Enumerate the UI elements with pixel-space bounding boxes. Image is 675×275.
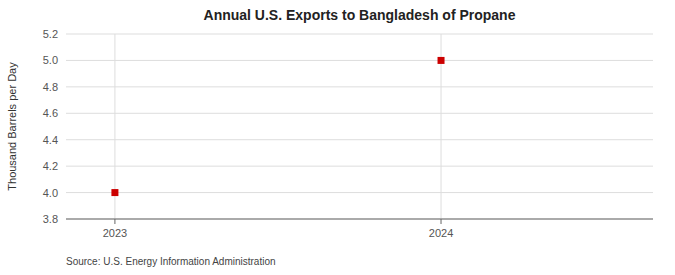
y-axis: 3.8 4.0 4.2 4.4 4.6 4.8 5.0 5.2 <box>43 28 653 225</box>
x-tick-label: 2023 <box>103 227 127 239</box>
chart-container: Annual U.S. Exports to Bangladesh of Pro… <box>0 0 675 275</box>
y-tick-label: 5.2 <box>43 28 58 40</box>
y-tick-label: 4.6 <box>43 107 58 119</box>
plot-area <box>111 57 444 196</box>
y-grid-line <box>66 60 653 61</box>
chart-title: Annual U.S. Exports to Bangladesh of Pro… <box>204 7 516 23</box>
y-tick-label: 3.8 <box>43 213 58 225</box>
y-grid-line <box>66 34 653 35</box>
y-grid-line <box>66 139 653 140</box>
source-note: Source: U.S. Energy Information Administ… <box>66 256 276 267</box>
y-tick-label: 5.0 <box>43 54 58 66</box>
y-grid-line <box>66 113 653 114</box>
x-tick <box>441 219 442 224</box>
y-tick-label: 4.0 <box>43 187 58 199</box>
y-tick-label: 4.4 <box>43 134 58 146</box>
y-grid-line <box>66 86 653 87</box>
y-tick-label: 4.8 <box>43 81 58 93</box>
y-grid-line <box>66 166 653 167</box>
x-tick <box>114 219 115 224</box>
y-axis-label: Thousand Barrels per Day <box>6 62 18 191</box>
x-axis-line <box>66 219 653 220</box>
x-axis: 2023 2024 <box>66 34 653 239</box>
y-grid-line <box>66 219 653 220</box>
data-point <box>111 189 118 196</box>
y-tick-label: 4.2 <box>43 160 58 172</box>
data-point <box>438 57 445 64</box>
y-grid-line <box>66 192 653 193</box>
x-tick-label: 2024 <box>429 227 453 239</box>
chart-svg: Annual U.S. Exports to Bangladesh of Pro… <box>0 0 675 275</box>
